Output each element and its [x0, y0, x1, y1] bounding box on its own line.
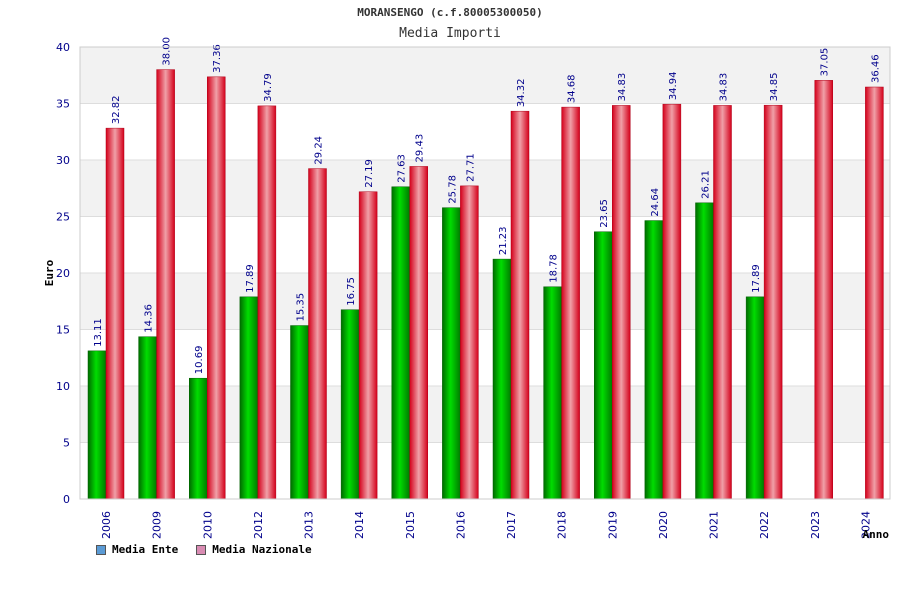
bar-media-nazionale-2020: [662, 103, 682, 500]
bar-media-ente-2006: [87, 350, 107, 500]
y-axis-label: Euro: [43, 259, 56, 286]
bar-media-nazionale-2018: [561, 106, 580, 500]
bar-media-ente-2021: [695, 202, 714, 500]
y-tick-label: 20: [56, 267, 70, 280]
data-label-media-ente-2015: 27.63: [397, 154, 408, 183]
data-label-media-nazionale-2024: 36.46: [870, 54, 881, 83]
data-label-media-ente-2022: 17.89: [751, 264, 762, 293]
x-tick-label-2010: 2010: [201, 511, 214, 539]
y-tick-label: 40: [56, 41, 70, 54]
x-tick-label-2018: 2018: [556, 511, 569, 539]
bar-media-ente-2012: [239, 296, 259, 500]
data-label-media-nazionale-2021: 34.83: [719, 73, 730, 102]
bar-media-nazionale-2023: [814, 80, 833, 500]
x-tick-label-2014: 2014: [353, 511, 366, 539]
data-label-media-ente-2009: 14.36: [144, 304, 155, 333]
bar-media-nazionale-2024: [865, 86, 884, 500]
data-label-media-nazionale-2018: 34.68: [567, 74, 578, 103]
data-label-media-nazionale-2016: 27.71: [465, 153, 476, 182]
bar-media-ente-2022: [745, 296, 765, 500]
legend-swatch-media-nazionale: [196, 544, 207, 555]
y-tick-label: 30: [56, 154, 70, 167]
data-label-media-nazionale-2022: 34.85: [769, 73, 780, 102]
legend-swatch-media-ente: [96, 544, 106, 555]
bar-media-ente-2014: [340, 309, 360, 500]
data-label-media-ente-2006: 13.11: [93, 318, 104, 347]
data-label-media-ente-2021: 26.21: [701, 170, 712, 199]
bar-media-nazionale-2015: [409, 166, 428, 500]
x-tick-label-2023: 2023: [809, 511, 822, 539]
data-label-media-ente-2018: 18.78: [549, 254, 560, 283]
bar-media-nazionale-2013: [308, 168, 327, 500]
x-tick-label-2013: 2013: [303, 511, 316, 539]
y-tick-label: 15: [56, 324, 70, 337]
data-label-media-nazionale-2012: 34.79: [263, 73, 274, 102]
bar-media-nazionale-2017: [510, 110, 530, 500]
x-tick-label-2019: 2019: [606, 511, 619, 539]
legend-item-media-nazionale: Media Nazionale: [196, 543, 312, 556]
data-label-media-ente-2012: 17.89: [245, 264, 256, 293]
legend: Media Ente Media Nazionale: [96, 543, 312, 556]
x-tick-label-2021: 2021: [708, 511, 721, 539]
y-tick-label: 35: [56, 98, 70, 111]
chart-subtitle: Media Importi: [399, 26, 501, 41]
data-label-media-nazionale-2023: 37.05: [820, 48, 831, 77]
data-label-media-nazionale-2015: 29.43: [415, 134, 426, 163]
y-tick-label: 10: [56, 380, 70, 393]
legend-label-media-ente: Media Ente: [112, 543, 179, 556]
bar-media-nazionale-2012: [257, 105, 277, 500]
data-label-media-ente-2019: 23.65: [599, 199, 610, 228]
data-label-media-nazionale-2014: 27.19: [364, 159, 375, 188]
bar-media-ente-2020: [644, 220, 664, 500]
x-tick-label-2024: 2024: [859, 511, 872, 539]
bar-media-ente-2013: [290, 325, 309, 500]
data-label-media-nazionale-2009: 38.00: [162, 37, 173, 66]
x-tick-label-2015: 2015: [404, 511, 417, 539]
bar-media-nazionale-2019: [612, 105, 631, 500]
data-label-media-nazionale-2019: 34.83: [617, 73, 628, 102]
plot-border: [79, 46, 891, 500]
bar-media-ente-2010: [189, 377, 208, 500]
y-tick-label: 5: [63, 437, 70, 450]
data-label-media-nazionale-2017: 34.32: [516, 79, 527, 108]
x-tick-label-2006: 2006: [100, 511, 113, 539]
bar-media-nazionale-2021: [713, 105, 732, 500]
bar-media-ente-2017: [492, 258, 512, 500]
x-tick-label-2020: 2020: [657, 511, 670, 539]
y-tick-label: 0: [63, 493, 70, 506]
x-tick-label-2012: 2012: [252, 511, 265, 539]
data-label-media-nazionale-2010: 37.36: [212, 44, 223, 73]
chart-title: MORANSENGO (c.f.80005300050): [357, 6, 543, 19]
x-tick-label-2016: 2016: [454, 511, 467, 539]
data-label-media-nazionale-2013: 29.24: [314, 136, 325, 165]
data-label-media-ente-2017: 21.23: [498, 226, 509, 255]
data-label-media-nazionale-2020: 34.94: [668, 72, 679, 101]
x-axis-label: Anno: [863, 528, 890, 541]
data-label-media-ente-2014: 16.75: [346, 277, 357, 306]
bar-media-nazionale-2009: [156, 69, 175, 500]
x-tick-label-2009: 2009: [151, 511, 164, 539]
data-label-media-ente-2013: 15.35: [296, 293, 307, 322]
bar-media-ente-2015: [391, 186, 410, 500]
x-tick-label-2022: 2022: [758, 511, 771, 539]
data-label-media-ente-2016: 25.78: [447, 175, 458, 204]
y-tick-label: 25: [56, 211, 70, 224]
data-label-media-nazionale-2006: 32.82: [111, 95, 122, 124]
bar-media-nazionale-2006: [105, 127, 125, 500]
legend-label-media-nazionale: Media Nazionale: [212, 543, 312, 556]
x-tick-label-2017: 2017: [505, 511, 518, 539]
bar-media-nazionale-2014: [358, 191, 378, 500]
bar-media-ente-2018: [543, 286, 562, 500]
legend-item-media-ente: Media Ente: [96, 543, 178, 556]
data-label-media-ente-2020: 24.64: [650, 188, 661, 217]
bar-media-nazionale-2016: [460, 185, 479, 500]
bar-media-nazionale-2010: [207, 76, 226, 500]
bar-media-ente-2019: [594, 231, 613, 500]
bar-media-nazionale-2022: [763, 104, 783, 500]
data-label-media-ente-2010: 10.69: [194, 346, 205, 375]
bar-media-ente-2009: [138, 336, 157, 500]
bar-media-ente-2016: [442, 207, 461, 500]
